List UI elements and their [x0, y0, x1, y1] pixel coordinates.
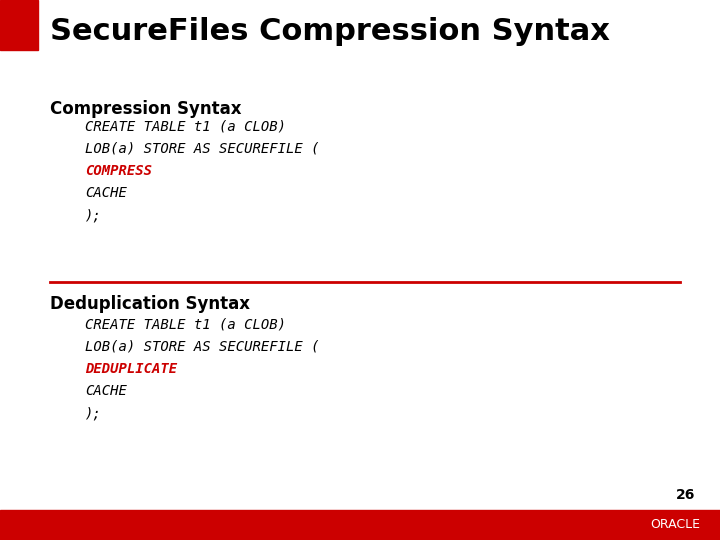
Bar [0, 510, 720, 540]
Text: LOB(a) STORE AS SECUREFILE (: LOB(a) STORE AS SECUREFILE ( [85, 142, 320, 156]
Text: ORACLE: ORACLE [650, 518, 700, 531]
Text: );: ); [85, 208, 102, 222]
Text: LOB(a) STORE AS SECUREFILE (: LOB(a) STORE AS SECUREFILE ( [85, 340, 320, 354]
Text: COMPRESS: COMPRESS [85, 164, 152, 178]
Text: );: ); [85, 406, 102, 420]
Text: Deduplication Syntax: Deduplication Syntax [50, 295, 250, 313]
Text: CACHE: CACHE [85, 186, 127, 200]
Text: 26: 26 [675, 488, 695, 502]
Text: Compression Syntax: Compression Syntax [50, 100, 241, 118]
Text: DEDUPLICATE: DEDUPLICATE [85, 362, 177, 376]
Bar [0, 0, 38, 50]
Text: CREATE TABLE t1 (a CLOB): CREATE TABLE t1 (a CLOB) [85, 120, 286, 134]
Text: CREATE TABLE t1 (a CLOB): CREATE TABLE t1 (a CLOB) [85, 318, 286, 332]
Text: CACHE: CACHE [85, 384, 127, 398]
Text: SecureFiles Compression Syntax: SecureFiles Compression Syntax [50, 17, 610, 46]
